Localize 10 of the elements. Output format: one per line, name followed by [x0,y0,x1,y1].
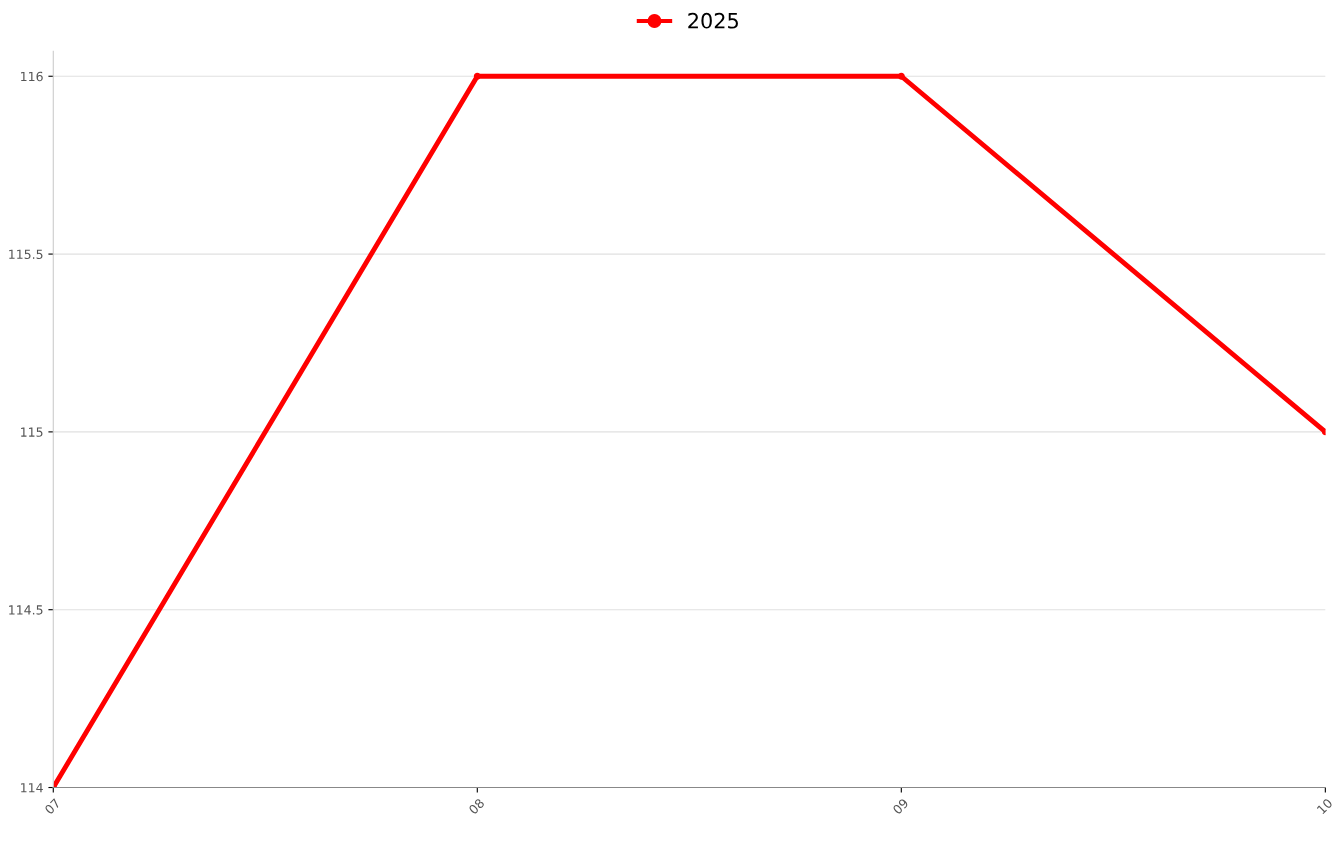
y-tick-label: 115 [21,427,43,437]
y-tick-label: 114.5 [9,605,43,615]
x-tick-label: 10 [1316,797,1332,815]
y-tick-label: 116 [21,71,43,82]
y-tick-label: 114 [21,783,43,793]
x-tick-label: 09 [892,798,909,815]
legend-label: 2025 [688,12,738,29]
x-tick-label: 08 [468,798,485,815]
x-tick-label: 07 [44,798,61,815]
y-tick-label: 115.5 [9,249,43,259]
